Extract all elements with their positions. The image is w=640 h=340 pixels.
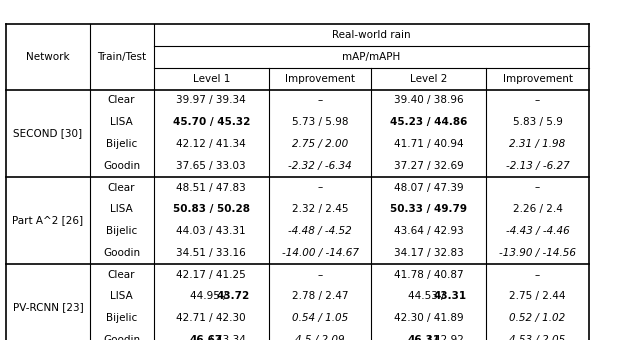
Text: 45.23 / 44.86: 45.23 / 44.86 (390, 117, 467, 127)
Text: Improvement: Improvement (285, 74, 355, 84)
Text: Bijelic: Bijelic (106, 313, 137, 323)
Text: –: – (317, 96, 323, 105)
Text: 42.71 / 42.30: 42.71 / 42.30 (177, 313, 246, 323)
Text: 45.70 / 45.32: 45.70 / 45.32 (173, 117, 250, 127)
Text: Goodin: Goodin (103, 248, 140, 258)
Text: 0.52 / 1.02: 0.52 / 1.02 (509, 313, 566, 323)
Text: LISA: LISA (110, 291, 133, 302)
Text: –: – (535, 183, 540, 192)
Text: Improvement: Improvement (502, 74, 573, 84)
Text: / 42.92: / 42.92 (424, 335, 464, 340)
Text: LISA: LISA (110, 117, 133, 127)
Text: Real-world rain: Real-world rain (332, 30, 410, 40)
Text: 48.51 / 47.83: 48.51 / 47.83 (177, 183, 246, 192)
Text: 34.51 / 33.16: 34.51 / 33.16 (177, 248, 246, 258)
Text: 5.73 / 5.98: 5.73 / 5.98 (292, 117, 348, 127)
Text: Bijelic: Bijelic (106, 139, 137, 149)
Text: 41.78 / 40.87: 41.78 / 40.87 (394, 270, 463, 280)
Text: 4.53 / 2.05: 4.53 / 2.05 (509, 335, 566, 340)
Text: Level 2: Level 2 (410, 74, 447, 84)
Text: Part A^2 [26]: Part A^2 [26] (12, 215, 84, 225)
Text: 48.07 / 47.39: 48.07 / 47.39 (394, 183, 463, 192)
Text: 39.97 / 39.34: 39.97 / 39.34 (177, 96, 246, 105)
Text: Bijelic: Bijelic (106, 226, 137, 236)
Text: 42.12 / 41.34: 42.12 / 41.34 (177, 139, 246, 149)
Text: 43.31: 43.31 (434, 291, 467, 302)
Text: 42.17 / 41.25: 42.17 / 41.25 (177, 270, 246, 280)
Text: Level 1: Level 1 (193, 74, 230, 84)
Text: –: – (317, 270, 323, 280)
Text: Network: Network (26, 52, 70, 62)
Text: Goodin: Goodin (103, 161, 140, 171)
Text: SECOND [30]: SECOND [30] (13, 128, 83, 138)
Text: 39.40 / 38.96: 39.40 / 38.96 (394, 96, 463, 105)
Text: 37.65 / 33.03: 37.65 / 33.03 (177, 161, 246, 171)
Text: 44.03 / 43.31: 44.03 / 43.31 (177, 226, 246, 236)
Text: Goodin: Goodin (103, 335, 140, 340)
Text: 2.31 / 1.98: 2.31 / 1.98 (509, 139, 566, 149)
Text: 46.67: 46.67 (190, 335, 223, 340)
Text: 2.75 / 2.44: 2.75 / 2.44 (509, 291, 566, 302)
Text: 2.78 / 2.47: 2.78 / 2.47 (292, 291, 348, 302)
Text: –: – (317, 183, 323, 192)
Text: 2.75 / 2.00: 2.75 / 2.00 (292, 139, 348, 149)
Text: Train/Test: Train/Test (97, 52, 146, 62)
Text: 50.83 / 50.28: 50.83 / 50.28 (173, 204, 250, 214)
Text: -4.43 / -4.46: -4.43 / -4.46 (506, 226, 570, 236)
Text: Clear: Clear (108, 96, 135, 105)
Text: 2.32 / 2.45: 2.32 / 2.45 (292, 204, 348, 214)
Text: 50.33 / 49.79: 50.33 / 49.79 (390, 204, 467, 214)
Text: / 43.34: / 43.34 (206, 335, 246, 340)
Text: -4.48 / -4.52: -4.48 / -4.52 (288, 226, 352, 236)
Text: -14.00 / -14.67: -14.00 / -14.67 (282, 248, 358, 258)
Text: -2.13 / -6.27: -2.13 / -6.27 (506, 161, 570, 171)
Text: –: – (535, 96, 540, 105)
Text: 34.17 / 32.83: 34.17 / 32.83 (394, 248, 463, 258)
Text: PV-RCNN [23]: PV-RCNN [23] (13, 302, 83, 312)
Text: 46.31: 46.31 (408, 335, 441, 340)
Text: 4.5 / 2.09: 4.5 / 2.09 (295, 335, 345, 340)
Text: LISA: LISA (110, 204, 133, 214)
Text: 0.54 / 1.05: 0.54 / 1.05 (292, 313, 348, 323)
Text: 37.27 / 32.69: 37.27 / 32.69 (394, 161, 463, 171)
Text: 2.26 / 2.4: 2.26 / 2.4 (513, 204, 563, 214)
Text: Clear: Clear (108, 183, 135, 192)
Text: mAP/mAPH: mAP/mAPH (342, 52, 401, 62)
Text: 41.71 / 40.94: 41.71 / 40.94 (394, 139, 463, 149)
Text: 43.72: 43.72 (216, 291, 250, 302)
Text: -13.90 / -14.56: -13.90 / -14.56 (499, 248, 576, 258)
Text: –: – (535, 270, 540, 280)
Text: Clear: Clear (108, 270, 135, 280)
Text: 5.83 / 5.9: 5.83 / 5.9 (513, 117, 563, 127)
Text: 42.30 / 41.89: 42.30 / 41.89 (394, 313, 463, 323)
Text: -2.32 / -6.34: -2.32 / -6.34 (288, 161, 352, 171)
Text: 44.95 /: 44.95 / (190, 291, 230, 302)
Text: 43.64 / 42.93: 43.64 / 42.93 (394, 226, 463, 236)
Text: 44.53 /: 44.53 / (408, 291, 447, 302)
